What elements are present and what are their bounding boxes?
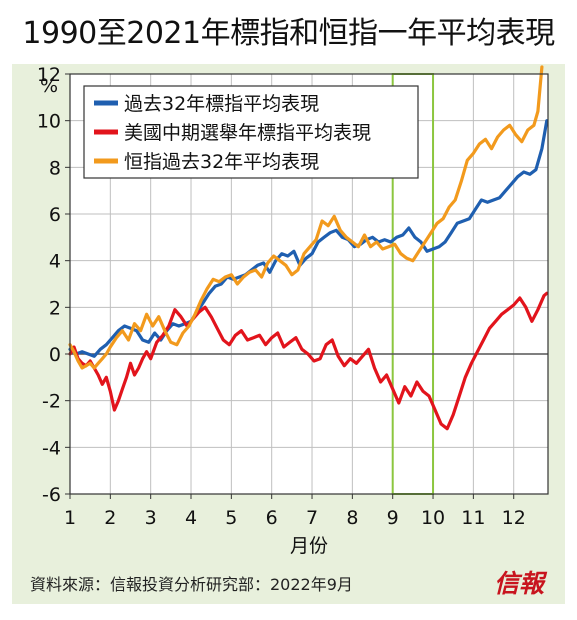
y-tick-label: 8 [49,157,61,179]
y-tick-label: -2 [42,391,61,413]
y-axis: -6 -4 -2 0 2 4 6 8 10 12 [37,64,70,506]
y-tick-label: -4 [42,437,61,459]
x-axis: 1 2 3 4 5 6 7 8 9 10 11 12 [64,494,526,529]
y-tick-label: -6 [42,484,61,506]
x-axis-label: 月份 [290,535,328,557]
x-tick-label: 7 [306,507,318,529]
x-tick-label: 5 [225,507,237,529]
x-tick-label: 6 [266,507,278,529]
legend-label: 恒指過去32年平均表現 [124,151,319,173]
legend-label: 過去32年標指平均表現 [124,93,319,115]
x-tick-label: 4 [185,507,197,529]
y-tick-label: 12 [37,64,61,86]
series-line-3 [68,65,544,370]
y-tick-label: 6 [49,204,61,226]
legend-box [83,85,419,179]
x-tick-label: 2 [104,507,116,529]
series-lines [68,65,549,431]
x-tick-label: 1 [64,507,76,529]
y-tick-label: 0 [49,344,61,366]
source-note: 資料來源：信報投資分析研究部：2022年9月 [30,575,353,594]
x-tick-label: 9 [387,507,399,529]
series-line-2 [68,291,549,431]
series-line-1 [68,119,549,358]
x-tick-label: 8 [346,507,358,529]
x-tick-label: 12 [502,507,526,529]
y-axis-label: % [40,75,58,97]
y-tick-label: 4 [49,251,61,273]
publisher-logo: 信報 [494,569,545,598]
y-tick-label: 10 [37,111,61,133]
y-tick-label: 2 [49,297,61,319]
page-title: 1990至2021年標指和恒指一年平均表現 [22,16,555,51]
x-tick-label: 10 [421,507,445,529]
legend-label: 美國中期選舉年標指平均表現 [124,122,371,144]
x-tick-label: 3 [145,507,157,529]
plot-frame [69,73,549,495]
x-tick-label: 11 [461,507,485,529]
